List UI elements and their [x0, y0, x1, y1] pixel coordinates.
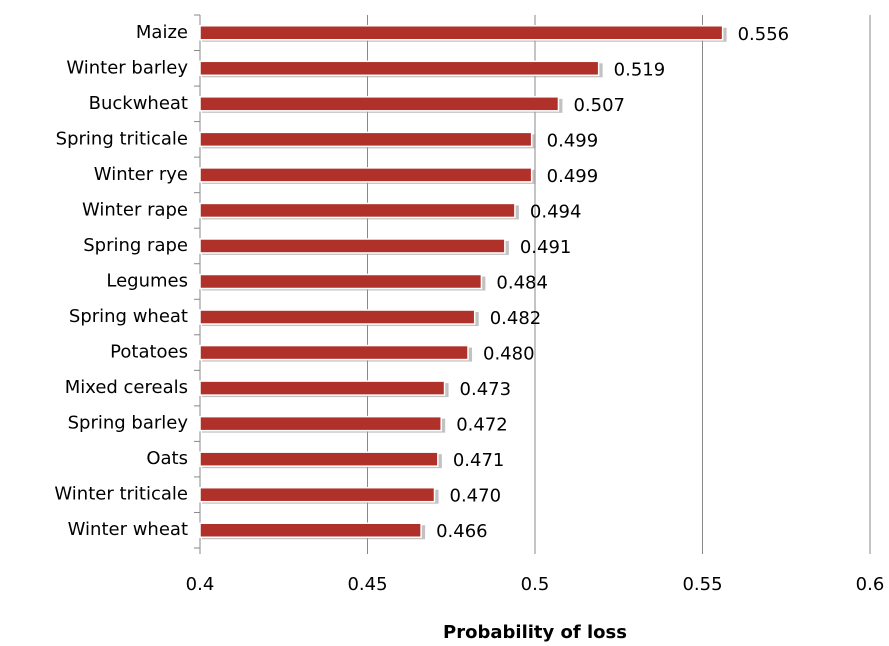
bar [199, 238, 506, 254]
bar [199, 131, 533, 148]
x-axis-title: Probability of loss [443, 622, 627, 643]
bar [199, 202, 516, 219]
y-tick-label: Oats [146, 448, 188, 469]
y-tick-label: Potatoes [110, 342, 188, 363]
bar [199, 60, 600, 77]
y-tick-label: Legumes [106, 271, 188, 292]
bar [199, 309, 476, 325]
value-label: 0.466 [436, 521, 488, 542]
value-label: 0.494 [530, 201, 582, 222]
bar [199, 273, 483, 290]
y-tick-label: Winter triticale [54, 484, 188, 505]
y-tick-label: Spring rape [83, 235, 188, 256]
value-label: 0.491 [520, 237, 572, 258]
x-tick-label: 0.5 [521, 574, 550, 595]
y-tick-label: Spring triticale [56, 128, 188, 149]
value-label: 0.556 [738, 24, 790, 45]
bar [199, 451, 439, 467]
y-tick-label: Spring barley [68, 413, 189, 434]
y-tick-label: Spring wheat [69, 306, 188, 327]
value-label: 0.473 [460, 379, 512, 400]
value-label: 0.482 [490, 308, 542, 329]
x-tick-label: 0.4 [186, 574, 215, 595]
x-tick-label: 0.55 [682, 574, 722, 595]
value-label: 0.471 [453, 450, 505, 471]
y-tick-label: Winter barley [66, 57, 188, 78]
y-tick-label: Maize [136, 22, 188, 43]
bar [199, 344, 469, 361]
x-tick-label: 0.45 [347, 574, 387, 595]
bar [199, 522, 422, 538]
y-tick-label: Mixed cereals [65, 377, 188, 398]
bar [199, 486, 436, 503]
bar [199, 96, 560, 112]
value-label: 0.480 [483, 344, 535, 365]
bar [199, 380, 446, 396]
x-tick-label: 0.6 [856, 574, 885, 595]
y-tick-label: Winter rye [94, 164, 188, 185]
value-label: 0.484 [496, 273, 548, 294]
value-label: 0.499 [547, 166, 599, 187]
value-label: 0.470 [450, 486, 502, 507]
bar [199, 415, 442, 432]
y-tick-label: Winter wheat [68, 519, 188, 540]
y-tick-label: Winter rape [82, 199, 188, 220]
value-label: 0.507 [573, 95, 625, 116]
value-label: 0.472 [456, 415, 508, 436]
y-tick-label: Buckwheat [89, 93, 188, 114]
value-label: 0.519 [614, 59, 666, 80]
bar [199, 25, 724, 41]
bar [199, 167, 533, 183]
value-label: 0.499 [547, 130, 599, 151]
